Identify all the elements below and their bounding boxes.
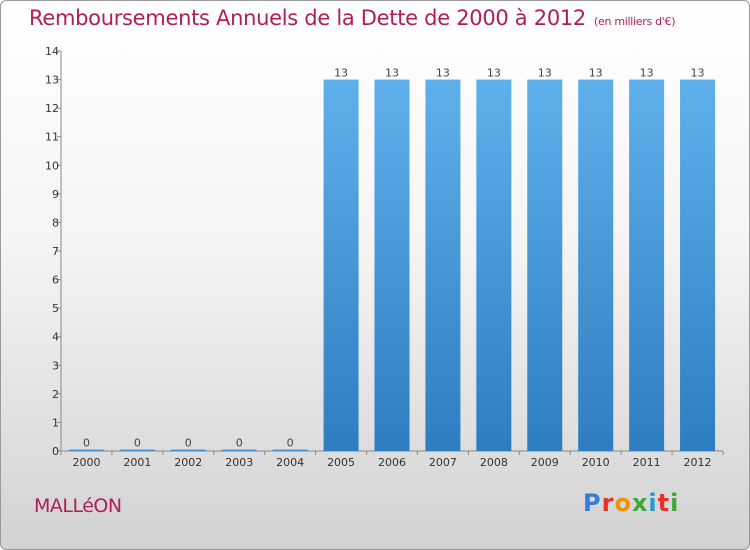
value-label: 0 bbox=[185, 437, 192, 450]
bar-2002 bbox=[170, 449, 206, 451]
bar-2011 bbox=[629, 79, 665, 452]
y-tick-label: 4 bbox=[52, 331, 59, 344]
x-tick-label: 2007 bbox=[429, 456, 457, 469]
value-label: 13 bbox=[640, 67, 654, 80]
proxiti-logo[interactable]: Proxiti bbox=[583, 489, 679, 517]
y-tick-label: 9 bbox=[52, 188, 59, 201]
bar-2001 bbox=[119, 449, 155, 451]
x-tick-label: 2004 bbox=[276, 456, 304, 469]
y-tick-label: 1 bbox=[52, 416, 59, 429]
value-label: 13 bbox=[538, 67, 552, 80]
value-label: 13 bbox=[487, 67, 501, 80]
value-label: 0 bbox=[134, 437, 141, 450]
chart-title: Remboursements Annuels de la Dette de 20… bbox=[29, 6, 675, 30]
value-label: 13 bbox=[436, 67, 450, 80]
y-tick-label: 11 bbox=[45, 131, 59, 144]
x-tick-label: 2010 bbox=[582, 456, 610, 469]
y-tick-label: 7 bbox=[52, 245, 59, 258]
value-label: 13 bbox=[334, 67, 348, 80]
brand-letter: P bbox=[583, 489, 602, 517]
brand-letter: o bbox=[614, 489, 632, 517]
y-tick-label: 0 bbox=[52, 445, 59, 458]
brand-letter: i bbox=[670, 489, 680, 517]
bar-2004 bbox=[272, 449, 308, 451]
bar-2008 bbox=[476, 79, 512, 452]
x-tick-label: 2002 bbox=[174, 456, 202, 469]
y-tick-label: 13 bbox=[45, 74, 59, 87]
labels-group: 2000 0 2001 0 2002 0 2003 0 2004 0 2005 13 2006 13 200… bbox=[72, 67, 711, 469]
bar-2012 bbox=[680, 79, 716, 452]
x-tick-label: 2009 bbox=[531, 456, 559, 469]
bar-2005 bbox=[323, 79, 359, 452]
y-tick-label: 5 bbox=[52, 302, 59, 315]
brand-letter: t bbox=[657, 489, 671, 517]
y-tick-label: 12 bbox=[45, 102, 59, 115]
y-tick-label: 2 bbox=[52, 388, 59, 401]
x-tick-label: 2005 bbox=[327, 456, 355, 469]
bar-2007 bbox=[425, 79, 461, 452]
bar-2000 bbox=[68, 449, 104, 451]
value-label: 0 bbox=[83, 437, 90, 450]
bar-2006 bbox=[374, 79, 410, 452]
y-tick-label: 10 bbox=[45, 159, 59, 172]
x-tick-label: 2001 bbox=[123, 456, 151, 469]
value-label: 13 bbox=[691, 67, 705, 80]
y-tick-label: 6 bbox=[52, 274, 59, 287]
brand-letter: i bbox=[648, 489, 658, 517]
y-tick-label: 8 bbox=[52, 216, 59, 229]
bar-2003 bbox=[221, 449, 257, 451]
x-tick-label: 2012 bbox=[684, 456, 712, 469]
value-label: 13 bbox=[589, 67, 603, 80]
x-tick-label: 2011 bbox=[633, 456, 661, 469]
bars-group bbox=[68, 79, 716, 452]
title-text: Remboursements Annuels de la Dette de 20… bbox=[29, 6, 586, 30]
brand-letter: r bbox=[601, 489, 615, 517]
x-tick-label: 2003 bbox=[225, 456, 253, 469]
value-label: 0 bbox=[287, 437, 294, 450]
value-label: 13 bbox=[385, 67, 399, 80]
x-tick-label: 2008 bbox=[480, 456, 508, 469]
bar-2009 bbox=[527, 79, 563, 452]
bar-2010 bbox=[578, 79, 614, 452]
unit-label: (en milliers d'€) bbox=[594, 15, 676, 28]
commune-name: MALLéON bbox=[34, 495, 122, 517]
value-label: 0 bbox=[236, 437, 243, 450]
x-tick-label: 2006 bbox=[378, 456, 406, 469]
y-tick-label: 14 bbox=[45, 45, 59, 58]
y-tick-label: 3 bbox=[52, 359, 59, 372]
brand-letter: x bbox=[631, 489, 649, 517]
x-tick-label: 2000 bbox=[72, 456, 100, 469]
